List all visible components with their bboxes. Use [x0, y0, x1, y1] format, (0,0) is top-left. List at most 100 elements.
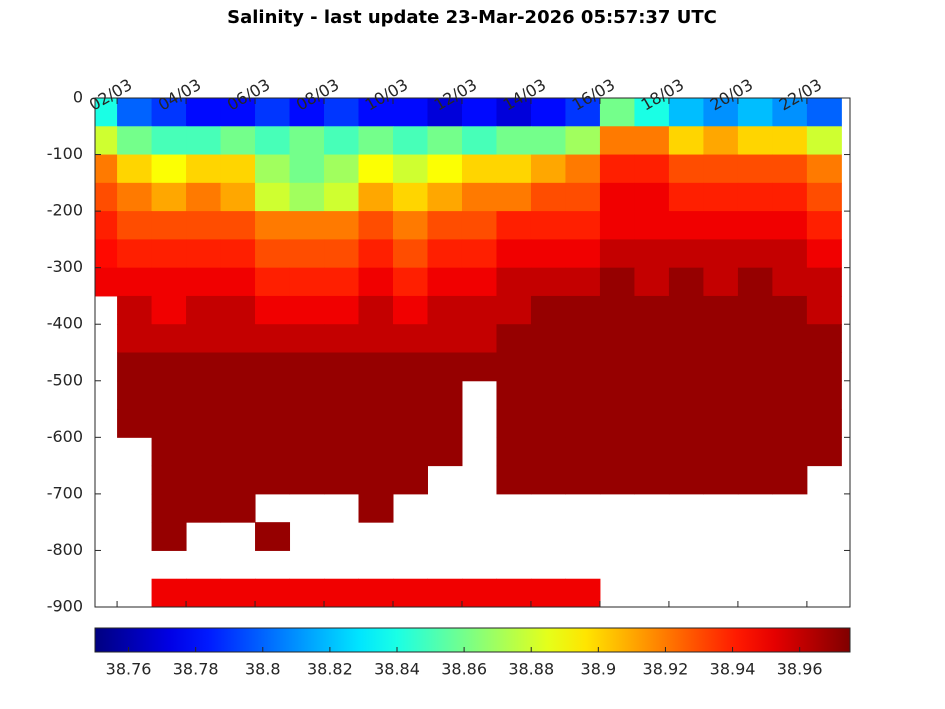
cell: [772, 352, 808, 382]
cell: [565, 182, 601, 212]
cell: [668, 211, 704, 240]
cell: [186, 295, 222, 325]
cell: [220, 154, 256, 184]
cell: [599, 295, 635, 325]
cell: [289, 409, 325, 438]
cell: [461, 98, 497, 127]
cell: [392, 352, 428, 382]
cell: [186, 465, 222, 495]
cell: [496, 182, 532, 212]
cell: [530, 465, 566, 495]
cell: [806, 295, 842, 325]
cell: [255, 182, 291, 212]
cell: [324, 98, 360, 127]
cell: [117, 154, 153, 184]
cell: [737, 380, 773, 410]
y-tick-label: -900: [47, 597, 83, 616]
cell: [599, 154, 635, 184]
cell: [289, 239, 325, 269]
cell: [565, 324, 601, 353]
cell: [703, 267, 739, 297]
cell: [599, 352, 635, 382]
cell: [565, 295, 601, 325]
colorbar-tick-label: 38.94: [710, 660, 756, 679]
plot-frame: [94, 97, 851, 608]
cell: [634, 211, 670, 240]
cell: [255, 352, 291, 382]
cell: [461, 126, 497, 156]
cell: [358, 578, 394, 608]
cell: [634, 437, 670, 467]
cell: [496, 324, 532, 353]
cell: [668, 352, 704, 382]
cell: [255, 126, 291, 156]
cell: [117, 239, 153, 269]
cell: [427, 578, 463, 608]
cell: [806, 409, 842, 438]
cell: [461, 154, 497, 184]
cell: [634, 409, 670, 438]
cell: [358, 409, 394, 438]
cell: [220, 437, 256, 467]
cell: [95, 126, 118, 156]
cell: [530, 126, 566, 156]
cell: [117, 211, 153, 240]
cell: [806, 380, 842, 410]
cell: [151, 493, 187, 523]
cell: [289, 465, 325, 495]
cell: [806, 239, 842, 269]
cell: [324, 239, 360, 269]
cell: [703, 98, 739, 127]
cell: [289, 578, 325, 608]
cell: [392, 578, 428, 608]
cell: [634, 267, 670, 297]
cell: [358, 437, 394, 467]
cell: [530, 352, 566, 382]
cell: [806, 437, 842, 467]
cell: [324, 182, 360, 212]
cell: [703, 409, 739, 438]
cell: [151, 465, 187, 495]
cell: [461, 239, 497, 269]
cell: [392, 98, 428, 127]
cell: [186, 493, 222, 523]
cell: [634, 126, 670, 156]
cell: [151, 239, 187, 269]
cell: [186, 267, 222, 297]
cell: [737, 352, 773, 382]
cell: [565, 380, 601, 410]
cell: [565, 154, 601, 184]
cell: [496, 380, 532, 410]
cell: [530, 154, 566, 184]
cell: [324, 324, 360, 353]
cell: [703, 154, 739, 184]
cell: [220, 126, 256, 156]
cell: [668, 239, 704, 269]
cell: [427, 126, 463, 156]
cell: [668, 295, 704, 325]
cell: [186, 409, 222, 438]
cell: [95, 154, 118, 184]
cell: [772, 211, 808, 240]
colorbar-tick-label: 38.84: [374, 660, 420, 679]
cell: [255, 380, 291, 410]
cell: [772, 239, 808, 269]
cell: [496, 409, 532, 438]
cell: [668, 409, 704, 438]
cell: [324, 380, 360, 410]
cell: [565, 211, 601, 240]
cell: [772, 437, 808, 467]
cell: [772, 126, 808, 156]
cell: [289, 154, 325, 184]
cell: [220, 352, 256, 382]
cell: [461, 267, 497, 297]
cell: [117, 409, 153, 438]
cell: [117, 182, 153, 212]
cell: [220, 493, 256, 523]
cell: [117, 126, 153, 156]
cell: [324, 267, 360, 297]
cell: [806, 211, 842, 240]
cell: [496, 126, 532, 156]
colorbar-frame: [94, 627, 851, 653]
cell: [427, 324, 463, 353]
